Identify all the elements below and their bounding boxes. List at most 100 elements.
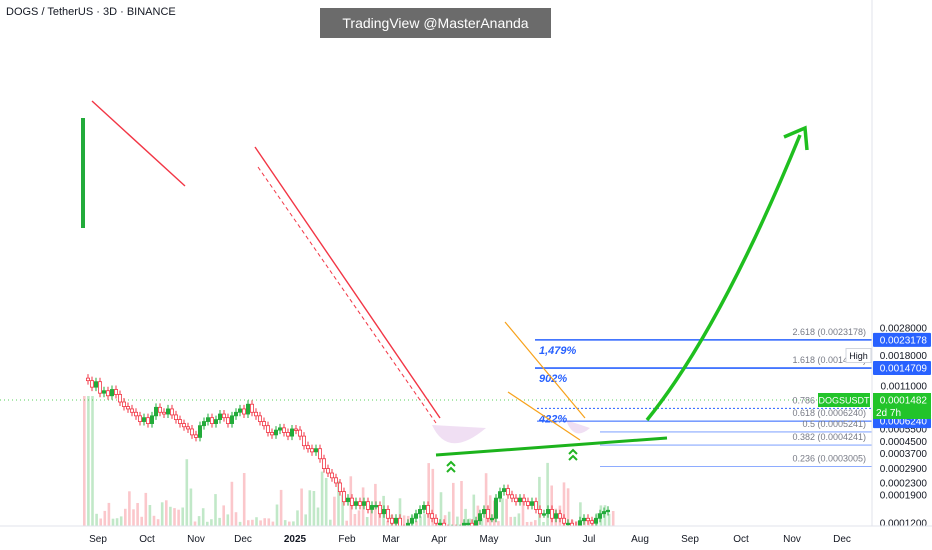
candle-body [345,497,350,503]
volume-bar [562,482,566,526]
volume-bar [365,517,369,526]
time-tick: Sep [89,534,107,545]
candle-body [437,522,442,526]
candle-body [357,501,362,506]
volume-bar [107,502,111,526]
volume-bar [423,514,426,526]
candle-body [562,517,567,524]
volume-bar [316,507,320,526]
price-axis-bg [872,0,932,526]
candle-body [98,381,103,394]
volume-bar [288,521,291,526]
candle-body [590,520,595,524]
volume-bar [337,480,340,526]
candle-body [122,401,127,407]
symbol-tag [818,393,870,407]
trendline-orange-1 [504,321,586,419]
time-tick: Aug [631,534,649,545]
volume-bar [566,488,570,526]
fib-label: 1.618 (0.0014709) [792,355,866,365]
candle-body [365,501,370,510]
fib-label: 0.618 (0.0006240) [792,408,866,418]
candle-body [542,513,547,516]
candle-body [509,494,514,499]
candle-body [106,390,111,397]
candle-body [253,411,258,417]
candle-body [261,421,266,427]
volume-bar [136,503,139,526]
volume-bar [83,396,86,526]
candle-body [337,482,342,493]
time-tick: 2025 [284,534,307,545]
trendlines [91,100,668,457]
projection-arrow [645,134,802,422]
candle-body [217,413,222,420]
candle-body [153,406,158,417]
candle-body [566,522,571,526]
volume-bar [160,502,164,526]
candle-body [433,517,438,524]
candle-body [249,403,254,413]
candle-body [297,429,302,437]
current-price-tag [873,393,931,419]
volume-bar [226,514,230,526]
volume-bar [398,498,402,526]
candle-body [81,118,85,228]
candle-body [149,415,154,424]
volume-bar [181,507,184,526]
volume-bar [91,396,94,526]
fib-label: 2.618 (0.0023178) [792,327,866,337]
volume-bar [128,491,131,526]
volume-bar [456,516,459,526]
candle-body [349,497,354,506]
candle-body [289,428,294,437]
candle-body [425,505,430,515]
candle-body [102,390,107,394]
volume-bar [275,504,279,526]
candle-body [197,425,202,438]
candle-body [189,428,194,436]
volume-bar [447,511,451,526]
time-tick: Dec [833,534,851,545]
high-label: High [849,351,868,361]
volume-bar [378,511,381,526]
volume-bar [197,516,201,526]
candle-body [409,517,414,524]
volume-bar [283,520,287,526]
volume-bar [357,510,361,526]
volume-bar [173,508,176,526]
candle-body [265,425,270,433]
volume-bar [374,483,377,526]
volume-bar [259,520,262,526]
candle-body [477,513,482,522]
volume-bar [472,494,476,526]
volume-bar [251,519,254,526]
volume-bar [214,494,217,526]
candle-body [237,408,242,413]
time-tick: Mar [382,534,400,545]
candle-body [209,417,214,424]
candle-body [429,513,434,519]
volume-bar [177,509,180,526]
volume-bar [263,518,266,526]
volume-bar [607,513,611,526]
candle-body [321,458,326,470]
candle-body [534,501,539,510]
volume-bar [119,516,123,526]
time-tick: Oct [733,534,749,545]
volume-bar [439,492,443,526]
candle-body [485,509,490,519]
volume-bar [603,505,607,526]
volume-bar [271,521,275,526]
volume-bar [476,505,480,526]
volume-bar [460,481,463,526]
candle-body [377,505,382,515]
volume-bar [115,518,119,526]
fib-price-tag-text: 0.0014709 [880,364,928,375]
volume-bar [242,473,246,526]
volume-bar [201,508,205,526]
candle-body [333,477,338,484]
chevron-up-icon [568,454,578,461]
volume-bar [185,459,189,526]
